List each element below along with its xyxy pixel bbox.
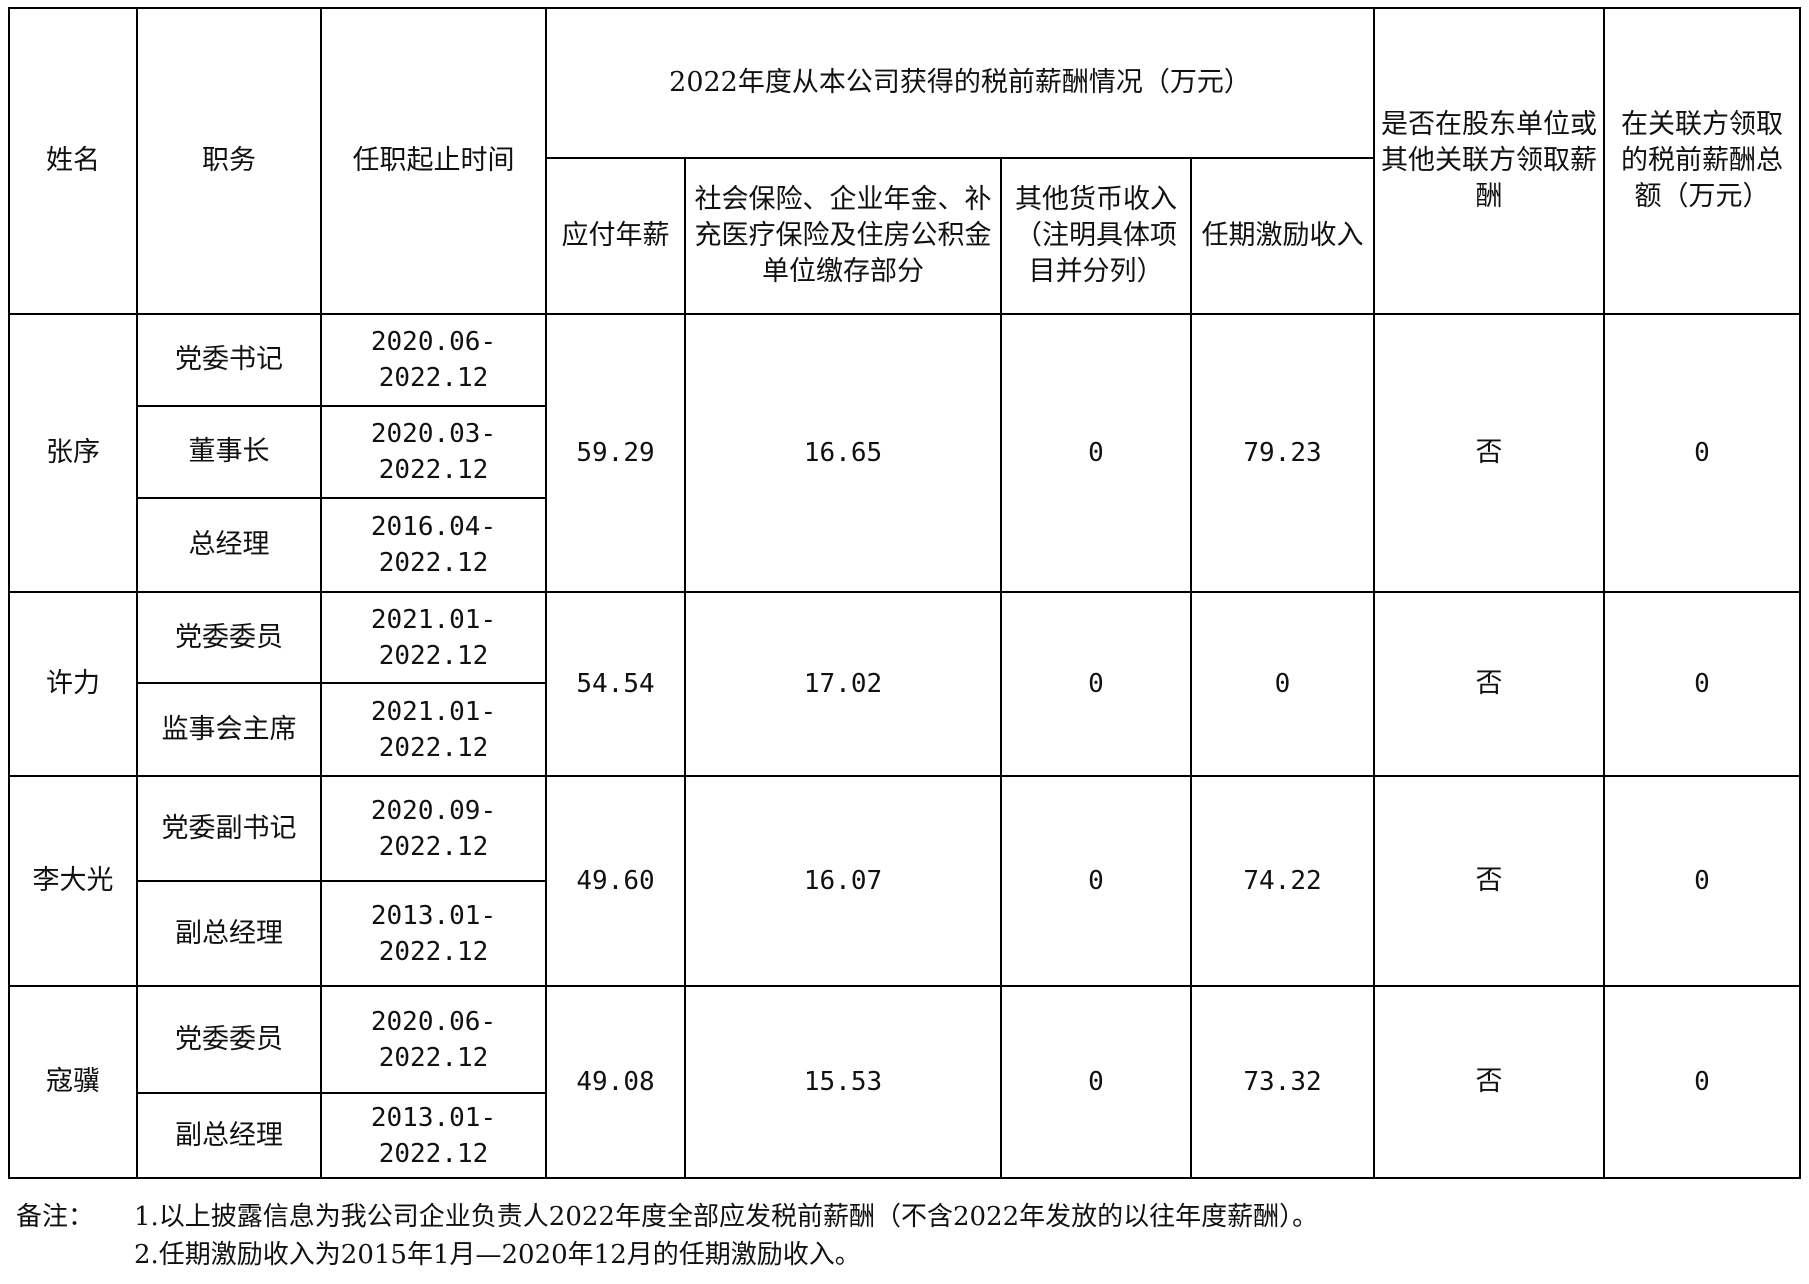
header-annual-salary: 应付年薪 [545,157,686,315]
person-name: 寇骥 [8,985,138,1179]
position-cell: 副总经理 [136,880,322,987]
social-insurance-cell: 16.07 [684,775,1002,987]
related-total-cell: 0 [1603,591,1801,777]
shareholder-pay-cell: 否 [1373,985,1605,1179]
table-row: 监事会主席 2021.01-2022.12 [9,682,1800,777]
salary-table: 姓名 职务 任职起止时间 2022年度从本公司获得的税前薪酬情况（万元） 是否在… [8,7,1801,1179]
table-row: 副总经理 2013.01-2022.12 [9,1092,1800,1179]
note-line: 1.以上披露信息为我公司企业负责人2022年度全部应发税前薪酬（不含2022年发… [134,1202,1319,1232]
other-income-cell: 0 [1000,591,1192,777]
position-cell: 党委委员 [136,985,322,1094]
position-cell: 监事会主席 [136,682,322,777]
annual-salary-cell: 54.54 [545,591,686,777]
term-cell: 2020.06-2022.12 [320,313,547,407]
position-cell: 总经理 [136,497,322,593]
table-row: 张序 党委书记 2020.06-2022.12 59.29 16.65 0 79.23 否 0 [8,313,1801,593]
table-row: 副总经理 2013.01-2022.12 [9,880,1800,987]
table-row: 李大光 党委副书记 2020.09-2022.12 49.60 16.07 0 74.22 否… [8,775,1801,987]
person-name: 张序 [8,313,138,593]
term-cell: 2021.01-2022.12 [320,682,547,777]
header-name: 姓名 [8,7,138,315]
social-insurance-cell: 16.65 [684,313,1002,593]
position-cell: 党委委员 [136,591,322,684]
related-total-cell: 0 [1603,313,1801,593]
note-line: 2.任期激励收入为2015年1月—2020年12月的任期激励收入。 [134,1240,861,1270]
term-cell: 2016.04-2022.12 [320,497,547,593]
notes: 备注： 1.以上披露信息为我公司企业负责人2022年度全部应发税前薪酬（不含202… [16,1198,1318,1274]
position-cell: 副总经理 [136,1092,322,1179]
shareholder-pay-cell: 否 [1373,591,1605,777]
other-income-cell: 0 [1000,775,1192,987]
annual-salary-cell: 49.08 [545,985,686,1179]
other-income-cell: 0 [1000,313,1192,593]
table-row: 许力 党委委员 2021.01-2022.12 54.54 17.02 0 0 否 0 [8,591,1801,777]
annual-salary-cell: 59.29 [545,313,686,593]
notes-indent [16,1236,134,1274]
term-cell: 2020.06-2022.12 [320,985,547,1094]
term-incentive-cell: 74.22 [1190,775,1375,987]
header-other-income: 其他货币收入（注明具体项目并分列） [1000,157,1192,315]
position-cell: 党委书记 [136,313,322,407]
header-social-insurance: 社会保险、企业年金、补充医疗保险及住房公积金单位缴存部分 [684,157,1002,315]
term-incentive-cell: 73.32 [1190,985,1375,1179]
term-cell: 2020.09-2022.12 [320,775,547,882]
term-cell: 2020.03-2022.12 [320,405,547,499]
term-incentive-cell: 79.23 [1190,313,1375,593]
term-cell: 2021.01-2022.12 [320,591,547,684]
person-name: 李大光 [8,775,138,987]
table-row: 寇骥 党委委员 2020.06-2022.12 49.08 15.53 0 73.32 否 0 [8,985,1801,1179]
header-term: 任职起止时间 [320,7,547,315]
position-cell: 党委副书记 [136,775,322,882]
term-cell: 2013.01-2022.12 [320,880,547,987]
header-group: 2022年度从本公司获得的税前薪酬情况（万元） [545,7,1375,159]
notes-label: 备注： [16,1202,95,1232]
position-cell: 董事长 [136,405,322,499]
header-related-total: 在关联方领取的税前薪酬总额（万元） [1603,7,1801,315]
table-row: 总经理 2016.04-2022.12 [9,497,1800,593]
related-total-cell: 0 [1603,985,1801,1179]
table-row: 董事长 2020.03-2022.12 [9,405,1800,499]
other-income-cell: 0 [1000,985,1192,1179]
header-position: 职务 [136,7,322,315]
person-name: 许力 [8,591,138,777]
header-term-incentive: 任期激励收入 [1190,157,1375,315]
term-cell: 2013.01-2022.12 [320,1092,547,1179]
related-total-cell: 0 [1603,775,1801,987]
shareholder-pay-cell: 否 [1373,775,1605,987]
social-insurance-cell: 15.53 [684,985,1002,1179]
shareholder-pay-cell: 否 [1373,313,1605,593]
annual-salary-cell: 49.60 [545,775,686,987]
header-shareholder-pay: 是否在股东单位或其他关联方领取薪酬 [1373,7,1605,315]
term-incentive-cell: 0 [1190,591,1375,777]
social-insurance-cell: 17.02 [684,591,1002,777]
